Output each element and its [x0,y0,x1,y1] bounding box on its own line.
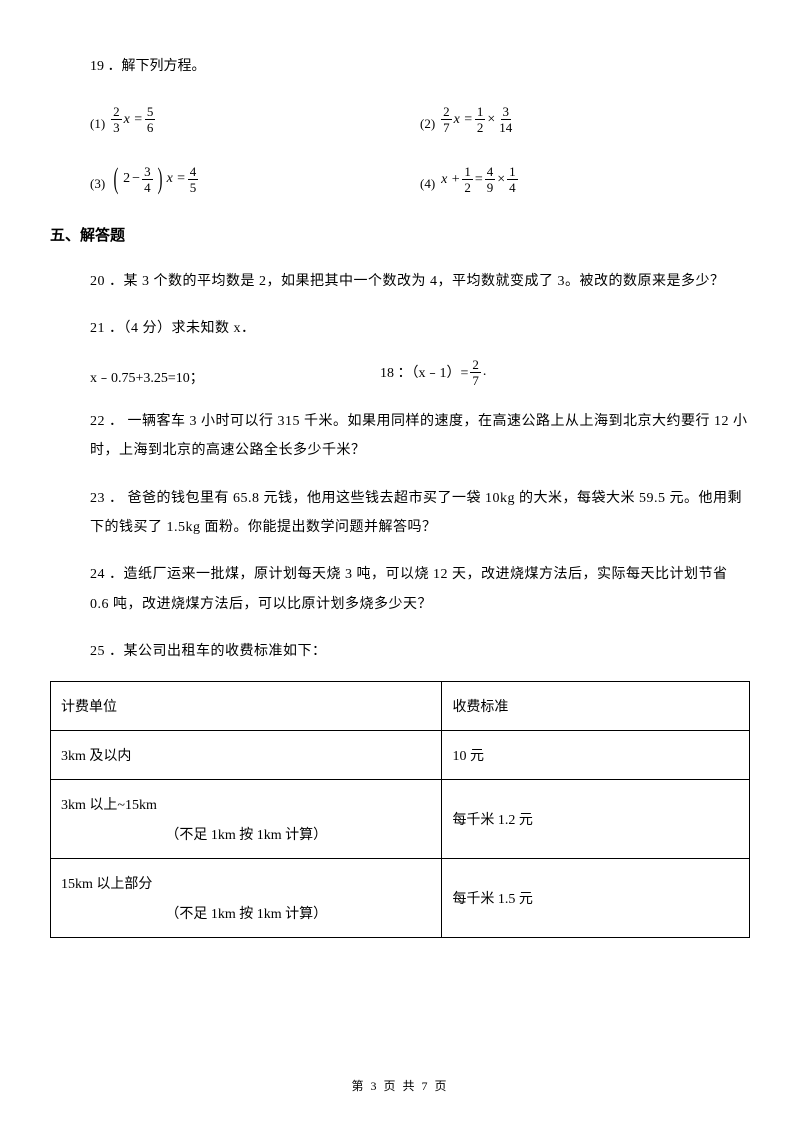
eq4: (4) x + 12 = 49 × 14 [420,164,750,194]
eq3-rden: 5 [188,180,199,194]
fare-head2: 收费标准 [442,681,750,730]
fare-r1c1: 3km 及以内 [51,730,442,779]
eq2-mid: x = [454,112,473,128]
q21-b-left: 18 ：（x﹣1）= [380,362,468,382]
eq1-rden: 6 [145,120,156,134]
q21-equations: x﹣0.75+3.25=10； 18 ：（x﹣1）= 27 . [50,358,750,387]
fare-r2c2: 每千米 1.2 元 [442,779,750,858]
fare-r3c1a: 15km 以上部分 [51,859,441,893]
eq1-var: x = [124,112,143,128]
page-footer: 第 3 页 共 7 页 [0,1077,800,1094]
q20: 20 ．某 3 个数的平均数是 2，如果把其中一个数改为 4，平均数就变成了 3… [50,267,750,296]
eq3-minus: − [132,171,140,187]
fare-r2c1b: （不足 1km 按 1km 计算） [51,814,441,858]
eq-row-2: (3) ( 2 − 34 ) x = 45 (4) x + 12 = 49 × … [50,164,750,194]
fare-r2c1a: 3km 以上~15km [51,780,441,814]
fare-r2c1: 3km 以上~15km （不足 1km 按 1km 计算） [51,779,442,858]
eq4-bnum: 4 [485,165,496,180]
eq1: (1) 23 x = 56 [90,105,420,134]
eq2-lden: 7 [441,120,452,134]
q21-b-den: 7 [470,373,481,387]
fare-r1c2: 10 元 [442,730,750,779]
eq4-eq: = [475,172,483,188]
eq4-cden: 4 [507,180,518,194]
q23: 23 ． 爸爸的钱包里有 65.8 元钱，他用这些钱去超市买了一袋 10kg 的… [50,484,750,543]
eq3-label: (3) [90,176,105,194]
table-row: 计费单位 收费标准 [51,681,750,730]
eq4-label: (4) [420,176,435,194]
q24: 24 ．造纸厂运来一批煤，原计划每天烧 3 吨，可以烧 12 天，改进烧煤方法后… [50,560,750,619]
q21-eq-a: x﹣0.75+3.25=10； [90,367,380,387]
eq3-var: x = [167,171,186,187]
page-content: 19 ．解下列方程。 (1) 23 x = 56 (2) 27 x = 12 ×… [0,0,800,938]
q19-label: 19 ．解下列方程。 [50,55,750,75]
eq2-rnum: 3 [501,105,512,120]
fare-r3c2: 每千米 1.5 元 [442,858,750,937]
eq4-var: x + [441,172,460,188]
table-row: 3km 及以内 10 元 [51,730,750,779]
table-row: 15km 以上部分 （不足 1km 按 1km 计算） 每千米 1.5 元 [51,858,750,937]
eq3-rnum: 4 [188,165,199,180]
eq4-times: × [497,172,505,188]
q21-label: 21 ．（4 分）求未知数 x． [50,314,750,343]
eq3-bnum: 3 [142,165,153,180]
eq2-lnum: 2 [441,105,452,120]
eq2-mnum: 1 [475,105,486,120]
eq1-lden: 3 [111,120,122,134]
section-5-heading: 五、解答题 [50,224,750,245]
q21-b-tail: . [483,364,487,380]
table-row: 3km 以上~15km （不足 1km 按 1km 计算） 每千米 1.2 元 [51,779,750,858]
eq1-label: (1) [90,116,105,134]
eq2: (2) 27 x = 12 × 314 [420,105,750,134]
eq4-anum: 1 [462,165,473,180]
fare-r3c1: 15km 以上部分 （不足 1km 按 1km 计算） [51,858,442,937]
fare-r3c1b: （不足 1km 按 1km 计算） [51,893,441,937]
q21-eq-b: 18 ：（x﹣1）= 27 . [380,358,486,387]
eq2-mden: 2 [475,120,486,134]
eq2-times: × [487,112,495,128]
eq-row-1: (1) 23 x = 56 (2) 27 x = 12 × 314 [50,105,750,134]
q25-label: 25 ．某公司出租车的收费标准如下： [50,637,750,666]
fare-head1: 计费单位 [51,681,442,730]
eq1-rnum: 5 [145,105,156,120]
eq2-rden: 14 [497,120,514,134]
eq3-a: 2 [123,171,130,187]
fare-table: 计费单位 收费标准 3km 及以内 10 元 3km 以上~15km （不足 1… [50,681,750,938]
q22: 22 ． 一辆客车 3 小时可以行 315 千米。如果用同样的速度，在高速公路上… [50,407,750,466]
eq1-lnum: 2 [111,105,122,120]
eq3-bden: 4 [142,180,153,194]
eq4-bden: 9 [485,180,496,194]
eq4-aden: 2 [462,180,473,194]
eq3: (3) ( 2 − 34 ) x = 45 [90,164,420,194]
eq4-cnum: 1 [507,165,518,180]
q21-b-num: 2 [470,358,481,373]
eq2-label: (2) [420,116,435,134]
